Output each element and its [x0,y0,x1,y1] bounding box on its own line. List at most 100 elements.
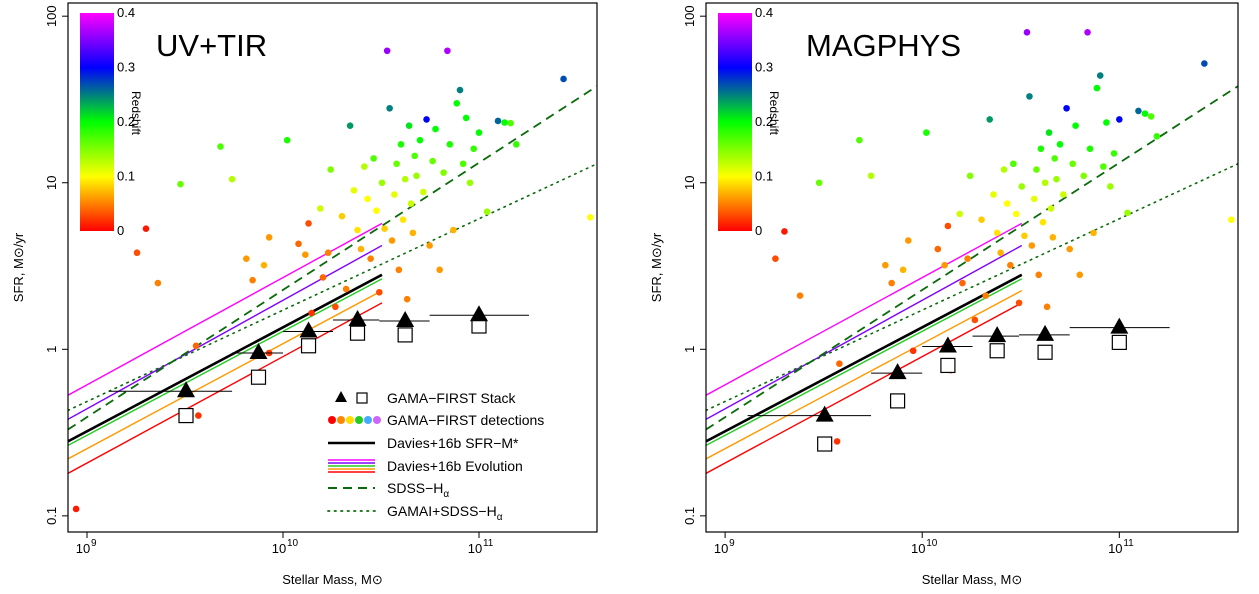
plot-frame [67,2,598,533]
detection-point [1086,145,1094,153]
colorbar [718,13,752,231]
y-axis-label: SFR, M⊙/yr [649,232,664,302]
detection-point [332,303,339,311]
stack-triangle [469,305,488,322]
detection-point [772,255,779,262]
detection-point [1045,129,1053,136]
detection-point [409,229,417,237]
y-tick-label: 0.1 [682,507,697,525]
panel-title: MAGPHYS [806,28,961,63]
trend-line [706,244,1023,420]
detection-point [494,117,502,125]
detection-point [420,188,427,196]
x-axis-label: Stellar Mass, M⊙ [282,572,382,587]
colorbar-tick-label: 0.1 [755,169,773,184]
detection-point [444,47,451,55]
detection-point [1201,60,1208,67]
detection-point [978,216,985,223]
detection-point [319,274,327,281]
detection-point [381,225,388,232]
detection-point [1012,210,1020,218]
legend-dot [364,416,372,424]
detection-point [867,172,875,180]
stack-triangle [988,326,1007,343]
detection-point [436,266,443,274]
trend-line [68,290,383,460]
detection-point [195,412,202,419]
detection-point [1018,183,1026,190]
legend-dot [346,416,354,424]
detection-point [959,279,966,287]
detection-point [440,169,447,176]
stack-triangle [249,343,268,360]
detection-point [462,114,470,122]
stack-square [940,357,956,374]
detection-point [1228,216,1235,223]
stack-square [1037,344,1053,360]
detection-point [327,166,334,173]
detection-point [177,180,184,188]
detection-point [338,212,346,220]
detection-point [383,47,391,55]
detection-point [450,226,457,234]
detection-point [217,143,224,150]
detection-point [1076,271,1084,279]
colorbar-tick-label: 0 [117,223,124,238]
detection-point [401,175,409,183]
stack-triangle [938,336,957,353]
y-tick-label: 100 [682,5,697,27]
detection-point [142,225,150,232]
detection-point [833,438,841,445]
stack-triangle [888,363,907,380]
stack-square [989,343,1005,359]
trend-line [68,273,383,443]
colorbar-tick-label: 0.3 [117,60,135,75]
legend-dot [328,416,336,424]
trend-line [706,85,1238,431]
detection-point [1072,122,1079,130]
detection-point [154,279,162,287]
detection-point [399,216,407,223]
colorbar-label: Redshift [767,91,781,136]
legend-dot [355,416,363,424]
detection-point [386,104,393,112]
detection-point [1103,119,1110,126]
detection-point [899,266,907,274]
detection-point [1023,29,1031,36]
detection-point [1049,234,1057,241]
y-tick-label: 10 [44,176,59,190]
trend-line [706,278,1023,446]
legend-triangle [335,391,347,402]
detection-point [192,342,200,350]
legend-dot [337,416,345,424]
x-tick-label-exponent: 9 [729,538,735,549]
detection-point [295,240,302,248]
detection-point [990,191,997,198]
x-axis-label: Stellar Mass, M⊙ [922,572,1022,587]
detection-point [1015,299,1023,307]
detection-point [836,360,843,367]
detection-point [405,122,413,130]
colorbar-tick-label: 0.4 [755,5,773,20]
detection-point [1060,191,1067,198]
detection-point [815,179,823,187]
colorbar-tick-label: 0.2 [755,114,773,129]
plot-area [706,29,1238,474]
detection-point [475,129,483,136]
legend-label: GAMA−FIRST detections [387,412,544,428]
detection-point [376,288,383,296]
x-tick-label: 10 [272,541,286,556]
x-tick-label-exponent: 10 [287,538,299,549]
colorbar-tick-label: 0.2 [117,114,135,129]
legend-label: Davies+16b SFR−M* [387,435,519,451]
detection-point [1080,172,1088,180]
detection-point [364,195,371,203]
detection-point [72,505,80,513]
trend-line [68,278,383,446]
detection-point [397,141,405,148]
detection-point [317,205,324,212]
y-tick-label: 10 [682,176,697,190]
